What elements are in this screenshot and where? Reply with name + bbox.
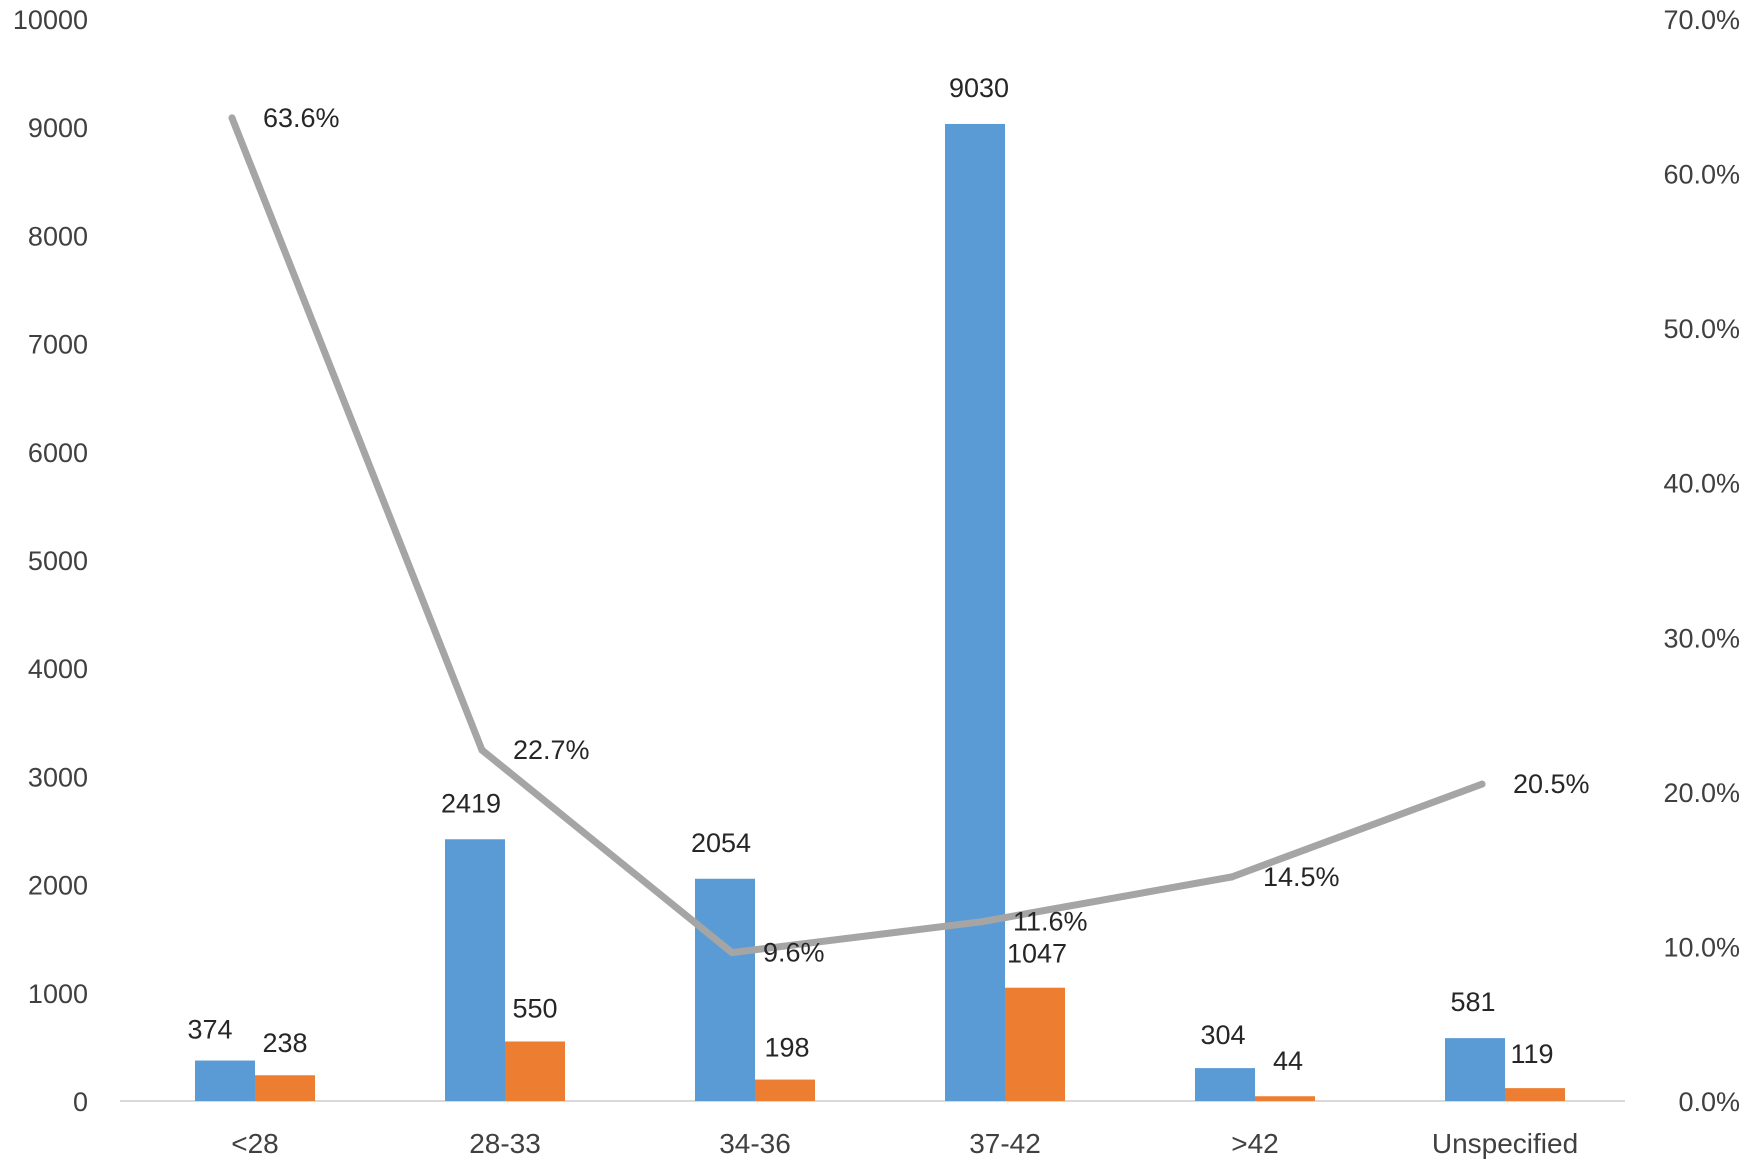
line-data-label: 14.5% — [1263, 862, 1340, 892]
bar-series1-0 — [195, 1060, 255, 1101]
rate-line-point — [478, 746, 486, 754]
y-left-tick-label: 0 — [73, 1087, 88, 1117]
y-left-tick-label: 3000 — [28, 762, 88, 792]
rate-line-point — [1478, 780, 1486, 788]
y-left-tick-label: 6000 — [28, 438, 88, 468]
bar-data-label: 1047 — [1007, 939, 1067, 969]
rate-line-point — [1228, 873, 1236, 881]
category-label: 28-33 — [469, 1128, 541, 1159]
line-data-label: 11.6% — [1013, 907, 1088, 937]
y-left-tick-label: 9000 — [28, 113, 88, 143]
y-left-tick-label: 8000 — [28, 221, 88, 251]
bar-series2-5 — [1505, 1088, 1565, 1101]
bar-data-label: 2419 — [441, 788, 501, 818]
category-label: 34-36 — [719, 1128, 791, 1159]
bar-series2-4 — [1255, 1096, 1315, 1101]
bar-series1-4 — [1195, 1068, 1255, 1101]
bar-data-label: 198 — [764, 1033, 809, 1063]
bar-series1-3 — [945, 123, 1005, 1102]
y-left-tick-label: 1000 — [28, 979, 88, 1009]
bar-series1-5 — [1445, 1038, 1505, 1101]
bar-series2-1 — [505, 1041, 565, 1101]
y-left-tick-label: 4000 — [28, 654, 88, 684]
line-data-label: 63.6% — [263, 103, 340, 133]
bar-data-label: 238 — [262, 1028, 307, 1058]
bar-series2-2 — [755, 1079, 815, 1101]
y-right-tick-label: 10.0% — [1663, 932, 1740, 962]
category-label: <28 — [231, 1128, 279, 1159]
label-layer: 374 2419 2054 9030 304 581 238 550 198 1047 44 119 6… — [187, 73, 1589, 1076]
line-data-label: 9.6% — [763, 938, 825, 968]
bar-series2-0 — [255, 1075, 315, 1101]
y-left-tick-label: 7000 — [28, 330, 88, 360]
bar-data-label: 44 — [1273, 1046, 1303, 1076]
y-right-tick-label: 60.0% — [1663, 160, 1740, 190]
y-right-tick-label: 50.0% — [1663, 314, 1740, 344]
category-label: 37-42 — [969, 1128, 1041, 1159]
y-right-tick-label: 30.0% — [1663, 623, 1740, 653]
y-left-tick-label: 5000 — [28, 546, 88, 576]
bar-data-label: 119 — [1510, 1039, 1553, 1069]
rate-line-point — [228, 114, 236, 122]
y-left-tick-label: 2000 — [28, 871, 88, 901]
category-label: >42 — [1231, 1128, 1279, 1159]
bar-data-label: 581 — [1450, 987, 1495, 1017]
y-left-tick-label: 10000 — [13, 5, 88, 35]
bar-data-label: 2054 — [691, 828, 751, 858]
y-right-tick-label: 40.0% — [1663, 469, 1740, 499]
y-right-tick-label: 0.0% — [1678, 1087, 1740, 1117]
bar-data-label: 9030 — [949, 73, 1009, 103]
rate-line-point — [728, 949, 736, 957]
bar-series1-2 — [695, 878, 755, 1101]
line-data-label: 22.7% — [513, 735, 590, 765]
line-layer — [228, 114, 1486, 957]
axis-layer: 0 1000 2000 3000 4000 5000 6000 7000 8000 9000 100… — [13, 5, 1740, 1159]
bar-data-label: 374 — [187, 1015, 232, 1045]
y-right-tick-label: 70.0% — [1663, 5, 1740, 35]
y-right-tick-label: 20.0% — [1663, 778, 1740, 808]
bar-data-label: 304 — [1200, 1020, 1245, 1050]
rate-line — [228, 114, 1486, 957]
category-label: Unspecified — [1432, 1128, 1578, 1159]
bar-series1-1 — [445, 839, 505, 1101]
bar-data-label: 550 — [512, 993, 557, 1023]
line-data-label: 20.5% — [1513, 769, 1590, 799]
rate-line-point — [978, 918, 986, 926]
bar-series2-3 — [1005, 987, 1065, 1101]
bar-layer — [195, 123, 1565, 1102]
